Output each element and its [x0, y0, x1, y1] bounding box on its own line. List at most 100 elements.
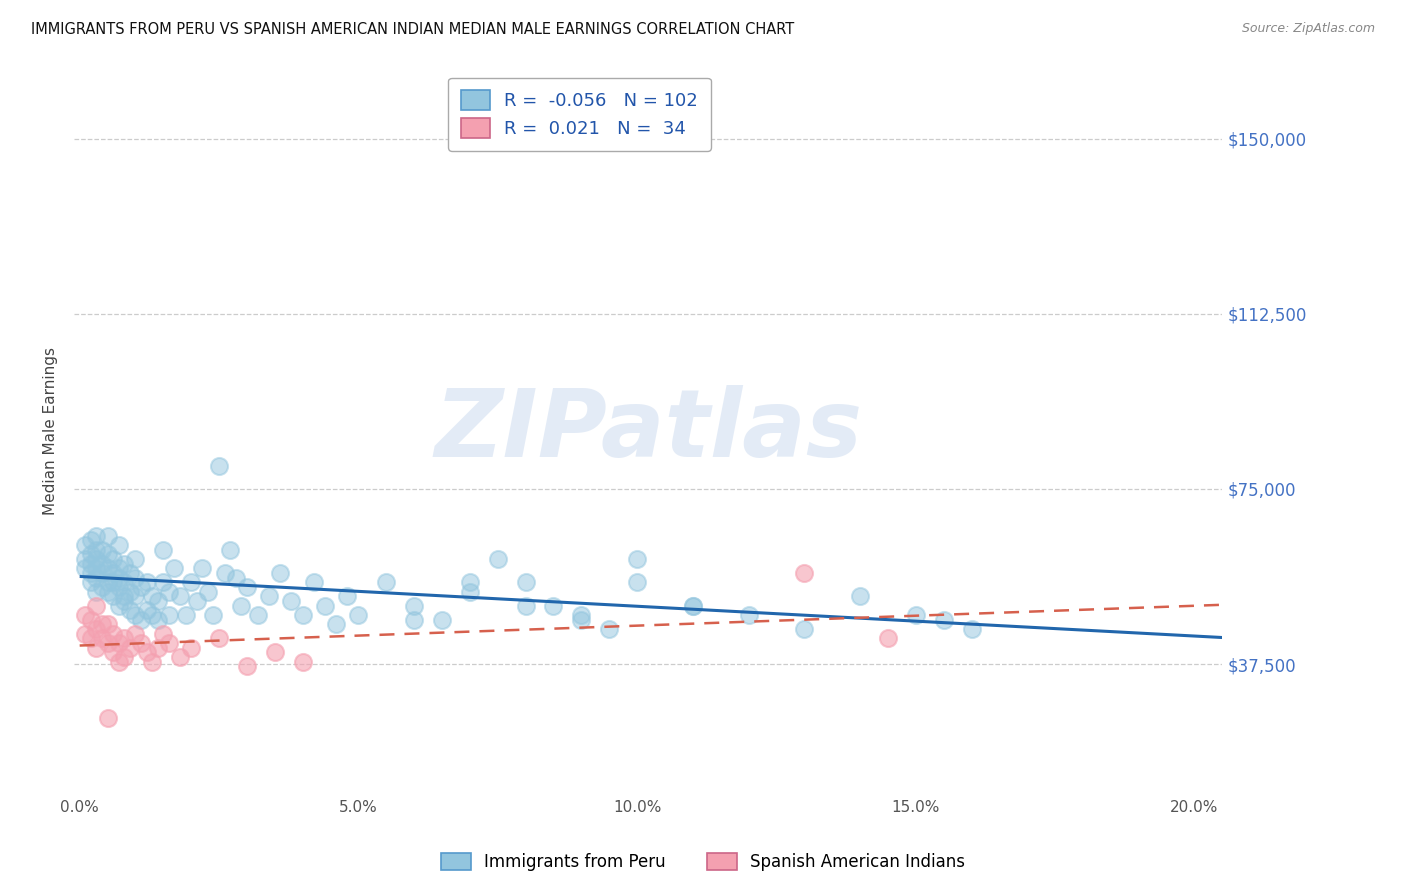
Point — [129, 636, 152, 650]
Point — [112, 594, 135, 608]
Point — [932, 613, 955, 627]
Point — [257, 590, 280, 604]
Point — [86, 599, 108, 613]
Point — [146, 613, 169, 627]
Point — [325, 617, 347, 632]
Point — [146, 640, 169, 655]
Point — [231, 599, 253, 613]
Point — [314, 599, 336, 613]
Point — [793, 622, 815, 636]
Point — [214, 566, 236, 580]
Text: ZIPatlas: ZIPatlas — [434, 384, 862, 476]
Point — [960, 622, 983, 636]
Point — [208, 458, 231, 473]
Point — [236, 659, 259, 673]
Point — [91, 632, 114, 646]
Text: Source: ZipAtlas.com: Source: ZipAtlas.com — [1241, 22, 1375, 36]
Point — [157, 636, 180, 650]
Point — [626, 575, 648, 590]
Point — [904, 608, 927, 623]
Point — [91, 580, 114, 594]
Point — [141, 655, 163, 669]
Point — [80, 533, 103, 548]
Point — [793, 566, 815, 580]
Point — [112, 557, 135, 571]
Point — [515, 599, 537, 613]
Point — [86, 552, 108, 566]
Point — [146, 594, 169, 608]
Point — [96, 547, 118, 561]
Point — [124, 590, 146, 604]
Point — [75, 608, 97, 623]
Point — [515, 575, 537, 590]
Point — [118, 640, 141, 655]
Point — [80, 566, 103, 580]
Point — [75, 627, 97, 641]
Point — [101, 575, 124, 590]
Point — [208, 632, 231, 646]
Point — [107, 571, 129, 585]
Point — [107, 580, 129, 594]
Point — [598, 622, 620, 636]
Point — [737, 608, 759, 623]
Point — [118, 603, 141, 617]
Point — [169, 650, 191, 665]
Point — [101, 627, 124, 641]
Point — [269, 566, 291, 580]
Point — [157, 608, 180, 623]
Point — [96, 584, 118, 599]
Point — [280, 594, 302, 608]
Point — [458, 575, 481, 590]
Point — [107, 655, 129, 669]
Point — [96, 561, 118, 575]
Point — [91, 542, 114, 557]
Point — [152, 627, 174, 641]
Point — [86, 529, 108, 543]
Point — [247, 608, 270, 623]
Point — [180, 575, 202, 590]
Point — [86, 584, 108, 599]
Point — [124, 571, 146, 585]
Point — [80, 613, 103, 627]
Point — [236, 580, 259, 594]
Point — [96, 575, 118, 590]
Point — [129, 613, 152, 627]
Point — [169, 590, 191, 604]
Point — [197, 584, 219, 599]
Point — [91, 566, 114, 580]
Point — [112, 590, 135, 604]
Point — [430, 613, 453, 627]
Point — [336, 590, 359, 604]
Point — [112, 650, 135, 665]
Point — [96, 636, 118, 650]
Point — [80, 557, 103, 571]
Point — [112, 632, 135, 646]
Point — [80, 547, 103, 561]
Point — [347, 608, 370, 623]
Point — [101, 552, 124, 566]
Point — [135, 603, 157, 617]
Legend: R =  -0.056   N = 102, R =  0.021   N =  34: R = -0.056 N = 102, R = 0.021 N = 34 — [449, 78, 710, 151]
Point — [124, 608, 146, 623]
Point — [101, 566, 124, 580]
Point — [225, 571, 247, 585]
Point — [101, 645, 124, 659]
Point — [75, 538, 97, 552]
Point — [141, 608, 163, 623]
Point — [86, 542, 108, 557]
Point — [86, 561, 108, 575]
Point — [101, 590, 124, 604]
Point — [186, 594, 208, 608]
Point — [80, 632, 103, 646]
Point — [75, 552, 97, 566]
Point — [86, 622, 108, 636]
Point — [291, 655, 314, 669]
Point — [543, 599, 565, 613]
Point — [112, 575, 135, 590]
Point — [180, 640, 202, 655]
Point — [107, 561, 129, 575]
Point — [682, 599, 704, 613]
Point — [569, 613, 592, 627]
Point — [291, 608, 314, 623]
Point — [152, 575, 174, 590]
